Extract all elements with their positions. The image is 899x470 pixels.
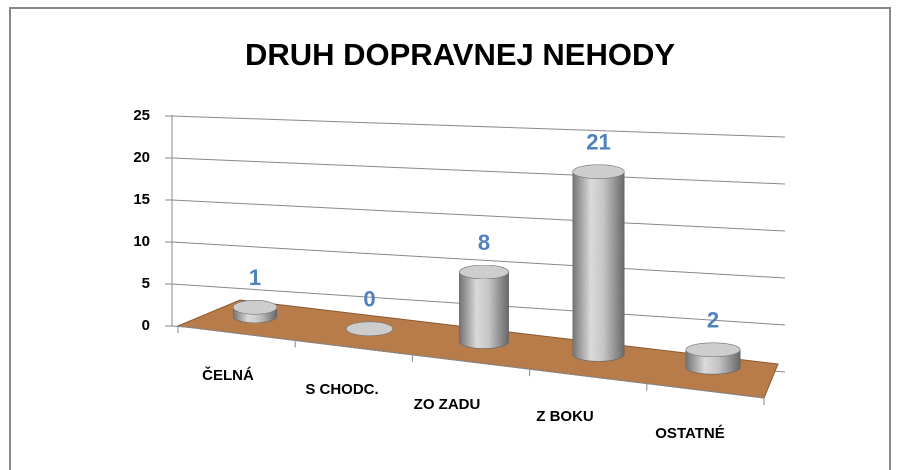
x-tick-label: ZO ZADU xyxy=(414,396,481,413)
x-tick-label: Z BOKU xyxy=(536,408,594,425)
y-tick-label: 10 xyxy=(133,233,150,250)
x-tick-label: S CHODC. xyxy=(305,381,378,398)
grid-line xyxy=(171,241,786,279)
bar xyxy=(572,171,625,362)
y-tick-label: 5 xyxy=(142,275,150,292)
data-label: 2 xyxy=(707,308,719,333)
y-tick-label: 20 xyxy=(133,149,150,166)
grid-line xyxy=(171,115,786,138)
bar-top xyxy=(232,299,278,315)
bar-top xyxy=(685,342,741,358)
bar xyxy=(459,271,509,349)
data-label: 21 xyxy=(586,130,610,155)
data-label: 8 xyxy=(478,230,490,255)
chart-title: DRUH DOPRAVNEJ NEHODY xyxy=(245,37,675,72)
x-axis xyxy=(177,325,765,399)
data-label: 0 xyxy=(363,287,375,312)
y-tick-label: 25 xyxy=(133,107,150,124)
grid-line xyxy=(171,157,786,185)
bar-top xyxy=(345,321,394,337)
frame xyxy=(9,7,891,470)
x-tick-label: OSTATNÉ xyxy=(655,425,724,442)
data-label: 1 xyxy=(249,265,261,290)
x-tick-label: ČELNÁ xyxy=(202,366,254,384)
y-tick-label: 15 xyxy=(133,191,150,208)
grid-line xyxy=(171,199,786,232)
bar-top xyxy=(572,164,625,179)
y-tick-label: 0 xyxy=(142,317,150,334)
bar-top xyxy=(459,264,509,280)
